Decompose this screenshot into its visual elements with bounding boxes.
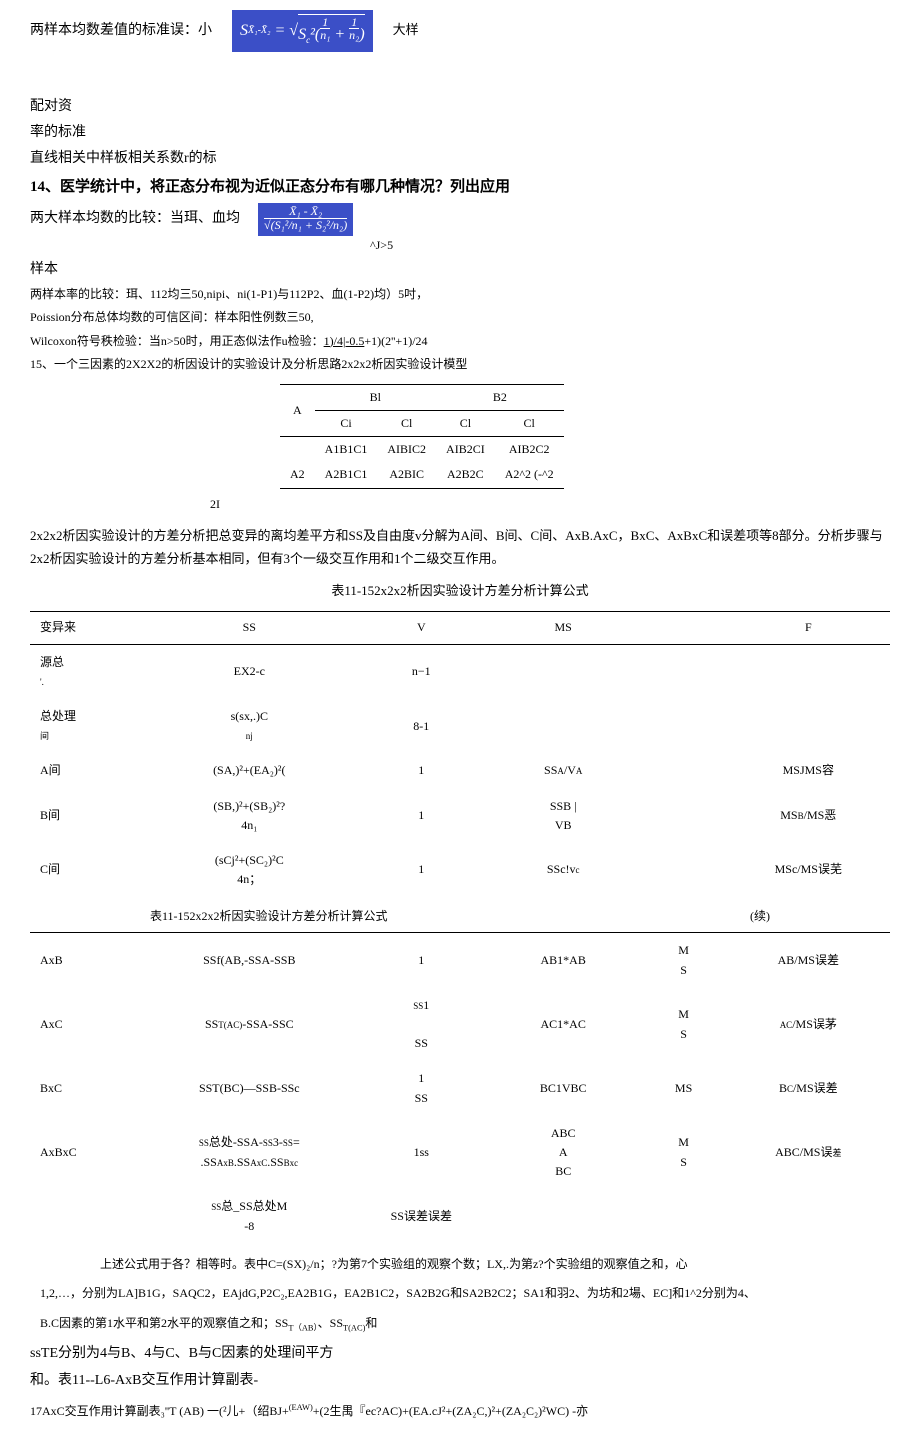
caption-1: 表11-152x2x2析因实验设计方差分析计算公式: [30, 581, 890, 602]
line-3: 直线相关中样板相关系数r的标: [30, 148, 890, 170]
off-label: 2I: [210, 495, 890, 514]
after-formula: 大样: [393, 20, 419, 41]
se-formula-box: SX̄₁-X̄₂ = √Sc²(1n₁ + 1n₂): [232, 10, 373, 52]
line-4: 14、医学统计中，将正态分布视为近似正态分布有哪几种情况？列出应用: [30, 175, 890, 199]
line-5-after: ^J>5: [370, 236, 890, 255]
design-table: A Bl B2 Ci Cl Cl Cl A1B1C1 AIBIC2 AIB2CI…: [280, 384, 564, 489]
line-10: 15、一个三因素的2X2X2的析因设计的实验设计及分析思路2x2x2析因实验设计…: [30, 355, 890, 374]
line-8: Poission分布总体均数的可信区间：样本阳性例数三50,: [30, 308, 890, 327]
anova-table-2: AxBSSf(AB,-SSA-SSB1AB1*ABMSAB/MS误差AxCSST…: [30, 932, 890, 1243]
body-1: 2x2x2析因实验设计的方差分析把总变异的离均差平方和SS及自由度v分解为A间、…: [30, 524, 890, 571]
footer-6: 17AxC交互作用计算副表₃''T (AB) 一(²儿+（绍BJ+(EAW)+(…: [30, 1400, 890, 1423]
anova-table-1: 变异来 SS V MS F 源总'.EX2-cn−1总处理间s(sx,.)Cnj…: [30, 611, 890, 897]
footer-3: B.C因素的第1水平和第2水平的观察值之和；SST（AB）、SST(AC)和: [30, 1313, 890, 1336]
footer-2: 1,2,…，分别为LA]B1G，SAQC2，EAjdG,P2C₂,EA2B1G，…: [30, 1283, 890, 1305]
line-5: 两大样本均数的比较：当珥、血均: [30, 208, 240, 230]
top-formula-row: 两样本均数差值的标准误：小 SX̄₁-X̄₂ = √Sc²(1n₁ + 1n₂)…: [30, 10, 890, 52]
line-7: 两样本率的比较：珥、112均三50,nipi、ni(1-P1)与112P2、血(…: [30, 285, 890, 304]
line-1: 配对资: [30, 96, 890, 118]
line-9: Wilcoxon符号秩检验：当n>50时，用正态似法作u检验：1)/4|-0.5…: [30, 332, 890, 351]
caption-2-left: 表11-152x2x2析因实验设计方差分析计算公式: [150, 907, 388, 926]
footer-4: ssTE分别为4与B、4与C、B与C因素的处理间平方: [30, 1343, 890, 1365]
small-formula-box: X̄₁ - X̄₂ √(S₁²/n₁ + S₂²/n₂): [258, 203, 353, 236]
line-6: 样本: [30, 259, 890, 281]
se-label: 两样本均数差值的标准误：小: [30, 20, 212, 42]
caption-2-right: (续): [750, 907, 770, 926]
footer-5: 和。表11--L6-AxB交互作用计算副表-: [30, 1370, 890, 1392]
caption-2-row: 表11-152x2x2析因实验设计方差分析计算公式 (续): [30, 907, 890, 926]
line-5-row: 两大样本均数的比较：当珥、血均 X̄₁ - X̄₂ √(S₁²/n₁ + S₂²…: [30, 203, 890, 236]
line-2: 率的标准: [30, 122, 890, 144]
footer-1: 上述公式用于各？相等时。表中C=(SX)₂/n；?为第7个实验组的观察个数；LX…: [30, 1254, 890, 1276]
